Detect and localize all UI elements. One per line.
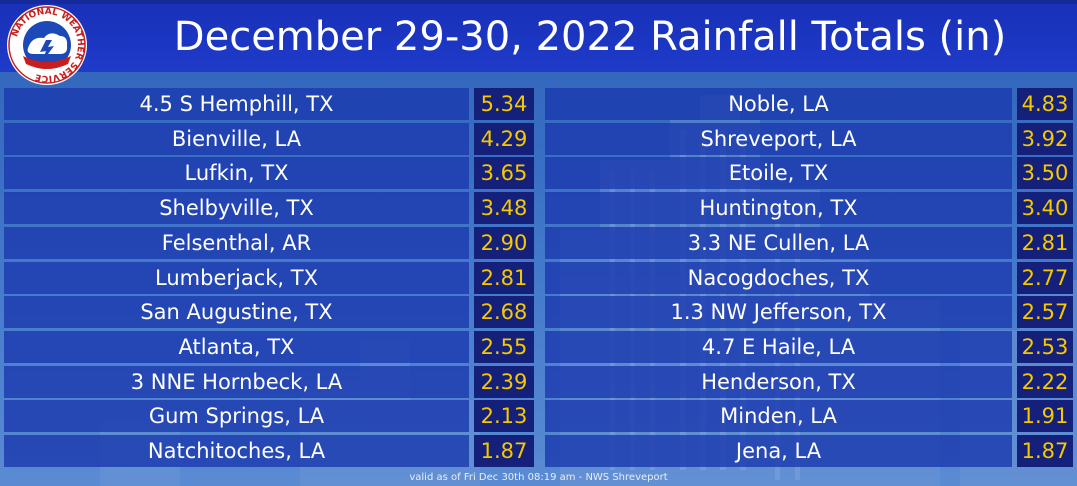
table-row: Atlanta, TX 2.55 [0, 330, 1077, 363]
location-name: 4.7 E Haile, LA [545, 330, 1012, 363]
table-row: Henderson, TX 2.22 [0, 365, 1077, 398]
table-row: Gum Springs, LA 2.13 [0, 400, 1077, 433]
location-name: Lumberjack, TX [4, 261, 469, 294]
table-row: Felsenthal, AR 2.90 [0, 226, 1077, 259]
rainfall-value: 2.81 [474, 261, 534, 294]
rainfall-value: 5.34 [474, 88, 534, 120]
table-row: Noble, LA 4.83 [0, 88, 1077, 120]
rainfall-value: 4.83 [1017, 88, 1073, 120]
rainfall-value: 2.22 [1017, 365, 1073, 398]
page-title: December 29-30, 2022 Rainfall Totals (in… [173, 14, 1007, 60]
location-name: Shreveport, LA [545, 122, 1012, 155]
rainfall-value: 2.68 [474, 296, 534, 329]
location-name: Jena, LA [545, 435, 1012, 467]
location-name: 4.5 S Hemphill, TX [4, 88, 469, 120]
location-name: Atlanta, TX [4, 330, 469, 363]
table-row: 4.7 E Haile, LA 2.53 [0, 330, 1077, 363]
rainfall-value: 1.87 [474, 435, 534, 467]
rainfall-value: 1.87 [1017, 435, 1073, 467]
table-row: Minden, LA 1.91 [0, 400, 1077, 433]
rainfall-value: 2.13 [474, 400, 534, 433]
location-name: Henderson, TX [545, 365, 1012, 398]
location-name: Natchitoches, LA [4, 435, 469, 467]
location-name: 3 NNE Hornbeck, LA [4, 365, 469, 398]
table-row: Jena, LA 1.87 [0, 435, 1077, 467]
rainfall-value: 2.77 [1017, 261, 1073, 294]
rainfall-value: 2.57 [1017, 296, 1073, 329]
location-name: Shelbyville, TX [4, 192, 469, 225]
location-name: Minden, LA [545, 400, 1012, 433]
table-row: Nacogdoches, TX 2.77 [0, 261, 1077, 294]
rainfall-value: 4.29 [474, 122, 534, 155]
location-name: Huntington, TX [545, 192, 1012, 225]
rainfall-value: 3.40 [1017, 192, 1073, 225]
header-bar: December 29-30, 2022 Rainfall Totals (in… [0, 0, 1077, 72]
table-row: 4.5 S Hemphill, TX 5.34 [0, 88, 1077, 120]
table-row: 3.3 NE Cullen, LA 2.81 [0, 226, 1077, 259]
footer-note: valid as of Fri Dec 30th 08:19 am - NWS … [409, 472, 668, 483]
rainfall-value: 3.48 [474, 192, 534, 225]
rainfall-value: 3.50 [1017, 157, 1073, 190]
location-name: 3.3 NE Cullen, LA [545, 226, 1012, 259]
table-row: San Augustine, TX 2.68 [0, 296, 1077, 329]
location-name: Noble, LA [545, 88, 1012, 120]
location-name: Lufkin, TX [4, 157, 469, 190]
table-row: 1.3 NW Jefferson, TX 2.57 [0, 296, 1077, 329]
location-name: Etoile, TX [545, 157, 1012, 190]
nws-logo-icon: NATIONAL WEATHER SERVICE [7, 5, 87, 85]
location-name: 1.3 NW Jefferson, TX [545, 296, 1012, 329]
table-row: Lumberjack, TX 2.81 [0, 261, 1077, 294]
location-name: Nacogdoches, TX [545, 261, 1012, 294]
location-name: Felsenthal, AR [4, 226, 469, 259]
table-row: Shelbyville, TX 3.48 [0, 192, 1077, 225]
rainfall-value: 2.55 [474, 330, 534, 363]
location-name: San Augustine, TX [4, 296, 469, 329]
rainfall-value: 3.65 [474, 157, 534, 190]
table-row: Shreveport, LA 3.92 [0, 122, 1077, 155]
table-row: Bienville, LA 4.29 [0, 122, 1077, 155]
table-row: Natchitoches, LA 1.87 [0, 435, 1077, 467]
rainfall-value: 2.81 [1017, 226, 1073, 259]
table-row: Huntington, TX 3.40 [0, 192, 1077, 225]
table-row: 3 NNE Hornbeck, LA 2.39 [0, 365, 1077, 398]
header-top-line [0, 0, 1077, 4]
rainfall-value: 3.92 [1017, 122, 1073, 155]
rainfall-value: 2.53 [1017, 330, 1073, 363]
location-name: Gum Springs, LA [4, 400, 469, 433]
table-row: Lufkin, TX 3.65 [0, 157, 1077, 190]
rainfall-value: 2.90 [474, 226, 534, 259]
location-name: Bienville, LA [4, 122, 469, 155]
table-row: Etoile, TX 3.50 [0, 157, 1077, 190]
rainfall-value: 2.39 [474, 365, 534, 398]
rainfall-value: 1.91 [1017, 400, 1073, 433]
